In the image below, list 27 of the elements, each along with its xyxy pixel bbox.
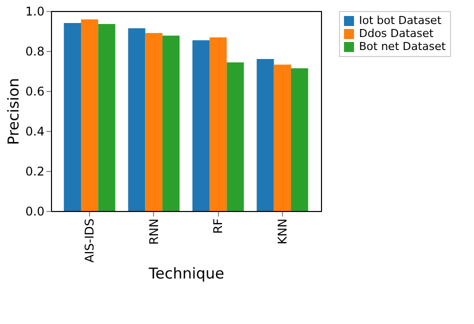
- bar: [192, 40, 210, 211]
- bar: [128, 28, 146, 211]
- y-tick-label: 1.0: [25, 4, 44, 18]
- bar: [291, 68, 308, 211]
- bar: [145, 33, 162, 211]
- x-tick-label: AIS-IDS: [82, 218, 97, 263]
- y-tick-label: 0.2: [25, 164, 44, 178]
- bar: [256, 59, 274, 211]
- y-tick-label: 0.0: [25, 204, 44, 218]
- legend-label: Iot bot Dataset: [359, 14, 442, 27]
- legend-label: Bot net Dataset: [359, 40, 446, 53]
- x-axis-title: Technique: [148, 264, 224, 283]
- bar: [98, 24, 116, 211]
- bar: [210, 37, 227, 211]
- y-tick-label: 0.6: [25, 84, 44, 98]
- x-tick-label: RNN: [146, 218, 161, 245]
- bar: [226, 62, 244, 211]
- bar: [81, 19, 98, 211]
- x-tick-label: KNN: [275, 218, 290, 244]
- bar: [162, 36, 180, 211]
- legend-label: Ddos Dataset: [359, 27, 434, 40]
- y-tick-label: 0.4: [25, 124, 44, 138]
- y-axis-title: Precision: [4, 78, 22, 145]
- y-tick-label: 0.8: [25, 44, 44, 58]
- bar: [274, 64, 291, 211]
- x-tick-label: RF: [211, 218, 226, 234]
- bar: [64, 23, 81, 211]
